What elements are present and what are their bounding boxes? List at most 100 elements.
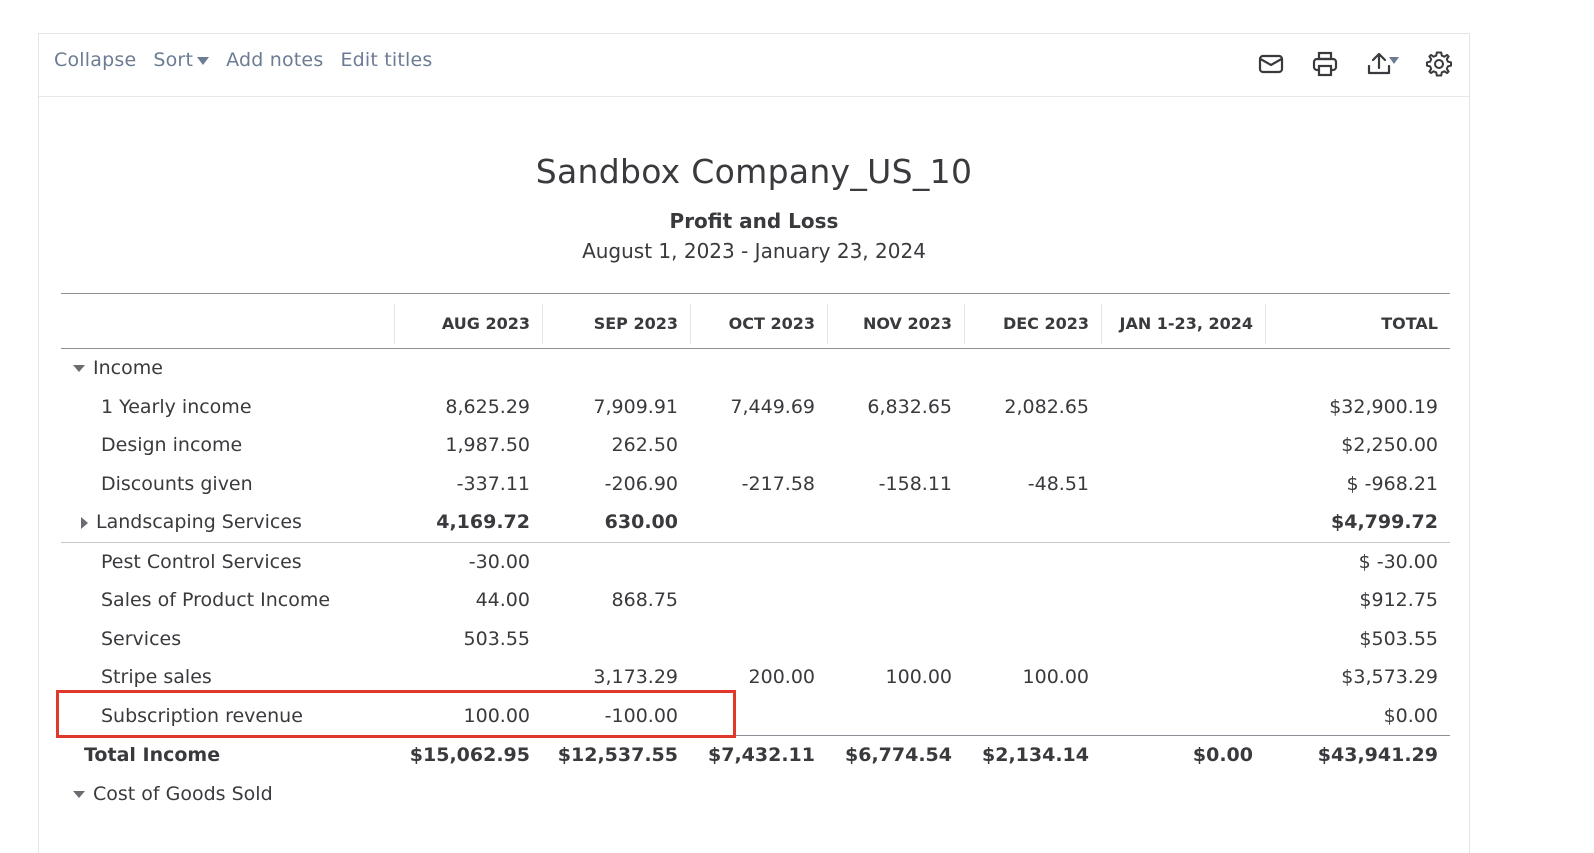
caret-down-icon[interactable] xyxy=(73,790,85,798)
table-cell[interactable]: $32,900.19 xyxy=(1329,395,1438,418)
row-label: Discounts given xyxy=(101,465,253,504)
row-label: Services xyxy=(101,620,181,659)
table-cell[interactable]: $12,537.55 xyxy=(557,744,678,766)
table-cell[interactable]: $4,799.72 xyxy=(1331,511,1438,533)
table-cell[interactable]: -100.00 xyxy=(604,704,678,727)
chevron-down-icon xyxy=(197,57,210,65)
report-title: Profit and Loss xyxy=(669,209,839,233)
row-label-text: Sales of Product Income xyxy=(101,589,331,611)
row-label-text: Income xyxy=(93,357,163,379)
table-cell[interactable]: $7,432.11 xyxy=(708,744,815,766)
table-row[interactable]: Total Income $15,062.95 $12,537.55 $7,432.1… xyxy=(61,735,1450,775)
column-header[interactable]: DEC 2023 xyxy=(964,304,1101,344)
toolbar-icons xyxy=(1257,50,1453,78)
sort-button[interactable]: Sort xyxy=(153,49,210,71)
export-button[interactable] xyxy=(1365,50,1399,78)
export-icon xyxy=(1367,52,1391,75)
table-cell[interactable]: 7,909.91 xyxy=(593,395,678,418)
caret-right-icon[interactable] xyxy=(81,516,88,529)
row-label-text: Design income xyxy=(101,434,243,456)
row-label: Landscaping Services xyxy=(81,503,302,542)
table-cell[interactable]: 4,169.72 xyxy=(436,511,530,533)
table-cell[interactable]: 100.00 xyxy=(463,704,530,727)
add-notes-button[interactable]: Add notes xyxy=(226,49,324,71)
report-table: AUG 2023 SEP 2023 OCT 2023 NOV 2023 DEC … xyxy=(61,293,1450,813)
row-label-text: 1 Yearly income xyxy=(101,395,252,418)
column-header[interactable]: AUG 2023 xyxy=(394,304,542,344)
table-cell[interactable]: $6,774.54 xyxy=(845,744,952,766)
table-cell[interactable]: -337.11 xyxy=(456,472,530,495)
table-row[interactable]: Discounts given -337.11 -206.90 -217.58 -158… xyxy=(61,465,1450,504)
table-row[interactable]: Landscaping Services 4,169.72 630.00 $4,799… xyxy=(61,503,1450,543)
report-header: Sandbox Company_US_10 Profit and Loss Au… xyxy=(39,152,1469,263)
table-cell[interactable]: -30.00 xyxy=(468,550,530,573)
table-cell[interactable]: 2,082.65 xyxy=(1004,395,1089,418)
table-cell[interactable]: -158.11 xyxy=(878,472,952,495)
toolbar-links: Collapse Sort Add notes Edit titles xyxy=(54,49,433,71)
table-cell[interactable]: $ -968.21 xyxy=(1346,472,1438,495)
table-cell[interactable]: $3,573.29 xyxy=(1341,666,1438,688)
print-icon[interactable] xyxy=(1311,50,1339,78)
edit-titles-button[interactable]: Edit titles xyxy=(340,49,433,71)
table-cell[interactable]: -206.90 xyxy=(604,472,678,495)
table-cell[interactable]: $ -30.00 xyxy=(1358,550,1438,573)
table-cell[interactable]: $912.75 xyxy=(1359,589,1438,611)
table-cell[interactable]: 100.00 xyxy=(885,666,952,688)
table-cell[interactable]: 200.00 xyxy=(748,666,815,688)
row-label: Total Income xyxy=(84,736,220,775)
column-header[interactable]: TOTAL xyxy=(1265,304,1450,344)
email-icon[interactable] xyxy=(1257,50,1285,78)
table-row[interactable]: Design income 1,987.50 262.50 $2,250.00 xyxy=(61,426,1450,465)
company-name: Sandbox Company_US_10 xyxy=(535,152,973,191)
table-cell[interactable]: 503.55 xyxy=(463,627,530,650)
row-label-text: Subscription revenue xyxy=(101,704,303,727)
table-row[interactable]: Subscription revenue 100.00 -100.00 $0.00 xyxy=(61,697,1450,736)
table-cell[interactable]: $0.00 xyxy=(1192,744,1253,766)
table-cell[interactable]: $2,134.14 xyxy=(982,744,1089,766)
row-label: 1 Yearly income xyxy=(101,388,252,427)
table-cell[interactable]: $15,062.95 xyxy=(409,744,530,766)
gear-icon[interactable] xyxy=(1425,50,1453,78)
column-header[interactable]: OCT 2023 xyxy=(690,304,827,344)
column-header[interactable]: SEP 2023 xyxy=(542,304,690,344)
row-label: Subscription revenue xyxy=(101,697,303,736)
table-row[interactable]: Stripe sales 3,173.29 200.00 100.00 100.00 $3… xyxy=(61,658,1450,697)
table-body: Income 1 Yearly income 8,625.29 7,909.91 7,4… xyxy=(61,349,1450,813)
collapse-button[interactable]: Collapse xyxy=(54,49,137,71)
row-label: Pest Control Services xyxy=(101,543,302,582)
table-cell[interactable]: $0.00 xyxy=(1383,704,1438,727)
table-cell[interactable]: 44.00 xyxy=(475,589,530,611)
table-cell[interactable]: 868.75 xyxy=(611,589,678,611)
table-cell[interactable]: 262.50 xyxy=(611,434,678,456)
table-row[interactable]: Pest Control Services -30.00 $ -30.00 xyxy=(61,543,1450,582)
highlight-box xyxy=(56,690,736,738)
row-label: Stripe sales xyxy=(101,658,212,697)
table-cell[interactable]: $43,941.29 xyxy=(1317,744,1438,766)
table-cell[interactable]: $503.55 xyxy=(1359,627,1438,650)
report-panel: Collapse Sort Add notes Edit titles xyxy=(38,33,1470,853)
table-row[interactable]: 1 Yearly income 8,625.29 7,909.91 7,449.69 6… xyxy=(61,388,1450,427)
table-row[interactable]: Sales of Product Income 44.00 868.75 $912.7… xyxy=(61,581,1450,620)
table-cell[interactable]: -48.51 xyxy=(1027,472,1089,495)
table-row[interactable]: Services 503.55 $503.55 xyxy=(61,620,1450,659)
table-cell[interactable]: 7,449.69 xyxy=(730,395,815,418)
report-toolbar: Collapse Sort Add notes Edit titles xyxy=(39,34,1469,97)
table-cell[interactable]: $2,250.00 xyxy=(1341,434,1438,456)
table-row[interactable]: Income xyxy=(61,349,1450,388)
sort-label: Sort xyxy=(153,49,194,71)
table-cell[interactable]: 3,173.29 xyxy=(593,666,678,688)
row-label-text: Pest Control Services xyxy=(101,550,302,573)
caret-down-icon[interactable] xyxy=(73,365,85,372)
chevron-down-icon xyxy=(1389,56,1399,64)
table-cell[interactable]: 8,625.29 xyxy=(445,395,530,418)
table-cell[interactable]: -217.58 xyxy=(741,472,815,495)
row-label: Sales of Product Income xyxy=(101,581,330,620)
table-row[interactable]: Cost of Goods Sold xyxy=(61,775,1450,814)
column-header[interactable]: NOV 2023 xyxy=(827,304,964,344)
table-cell[interactable]: 1,987.50 xyxy=(445,434,530,456)
table-cell[interactable]: 6,832.65 xyxy=(867,395,952,418)
table-cell[interactable]: 100.00 xyxy=(1022,666,1089,688)
column-header[interactable]: JAN 1-23, 2024 xyxy=(1101,304,1265,344)
table-cell[interactable]: 630.00 xyxy=(604,511,678,533)
row-label: Design income xyxy=(101,426,242,465)
